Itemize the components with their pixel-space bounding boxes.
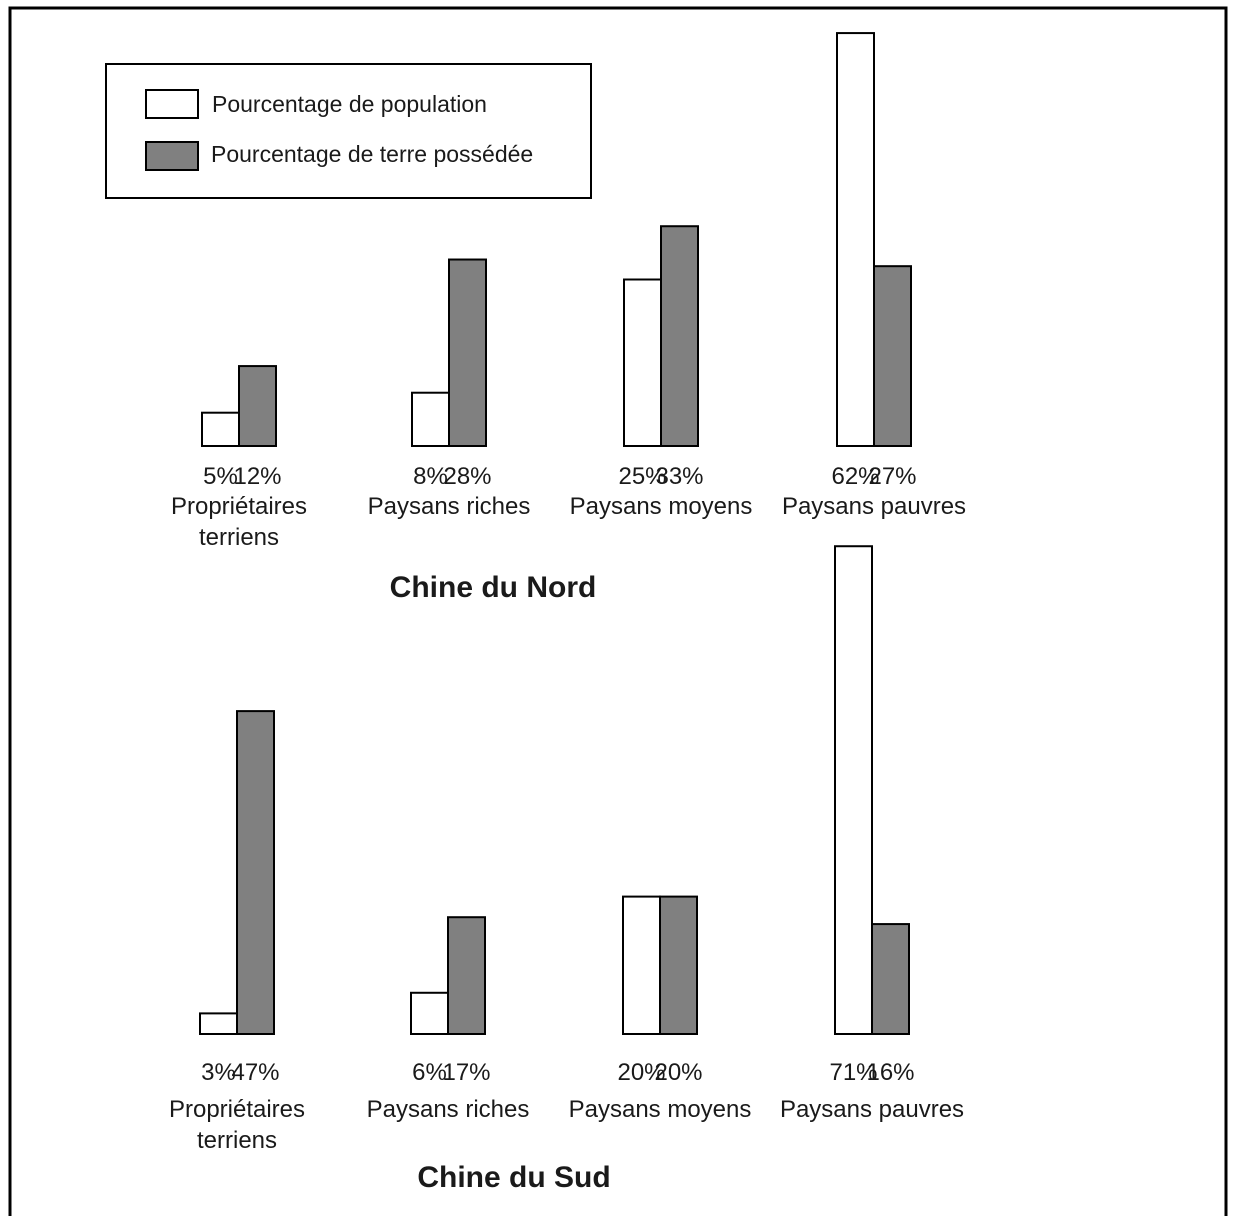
- value-label-population-2: 20%: [617, 1059, 665, 1086]
- category-label-0-line-1: terriens: [199, 524, 279, 551]
- bar-land-2: [660, 225, 699, 447]
- bar-population-1: [411, 391, 450, 447]
- value-label-population-3: 62%: [831, 463, 879, 490]
- legend-box: [105, 63, 592, 199]
- bar-population-3: [836, 32, 875, 448]
- category-label-1: Paysans riches: [368, 493, 531, 520]
- category-label-1: Paysans riches: [367, 1096, 530, 1123]
- legend: Pourcentage de population Pourcentage de…: [105, 63, 592, 199]
- value-label-population-1: 6%: [412, 1059, 447, 1086]
- category-label-0-line-0: Propriétaires: [171, 493, 307, 520]
- chart-title: Chine du Sud: [417, 1161, 610, 1194]
- chart-north: 5%12% Propriétaires terriens 8%28% Paysans r…: [171, 32, 966, 604]
- bar-population-2: [623, 278, 662, 447]
- legend-swatch-land: [145, 141, 199, 171]
- value-label-land-0: 47%: [231, 1059, 279, 1086]
- value-label-population-1: 8%: [413, 463, 448, 490]
- bar-land-3: [871, 923, 910, 1036]
- bar-land-0: [236, 710, 275, 1035]
- bar-population-3: [834, 545, 873, 1035]
- legend-label-land: Pourcentage de terre possédée: [211, 141, 533, 167]
- value-label-land-2: 33%: [655, 463, 703, 490]
- value-label-land-1: 17%: [442, 1059, 490, 1086]
- value-label-land-1: 28%: [443, 463, 491, 490]
- bar-land-1: [447, 916, 486, 1036]
- value-label-land-3: 16%: [866, 1059, 914, 1086]
- bar-population-0: [201, 411, 240, 448]
- value-label-population-0: 3%: [201, 1059, 236, 1086]
- value-label-population-3: 71%: [829, 1059, 877, 1086]
- category-label-0-line-1: terriens: [197, 1127, 277, 1154]
- category-label-2: Paysans moyens: [569, 1096, 752, 1123]
- legend-label-population: Pourcentage de population: [212, 91, 487, 117]
- legend-swatch-population: [145, 89, 199, 119]
- bar-population-0: [199, 1012, 238, 1036]
- value-label-land-3: 27%: [868, 463, 916, 490]
- category-label-3: Paysans pauvres: [780, 1096, 964, 1123]
- category-label-3: Paysans pauvres: [782, 493, 966, 520]
- bar-land-0: [238, 365, 277, 447]
- value-label-land-0: 12%: [233, 463, 281, 490]
- category-label-2: Paysans moyens: [570, 493, 753, 520]
- category-label-0-line-0: Propriétaires: [169, 1096, 305, 1123]
- value-label-population-2: 25%: [618, 463, 666, 490]
- chart-title: Chine du Nord: [390, 571, 597, 604]
- bar-land-1: [448, 258, 487, 447]
- chart-south: 3%47% Propriétaires terriens 6%17% Paysans r…: [169, 545, 964, 1194]
- bar-population-2: [622, 895, 661, 1035]
- value-label-population-0: 5%: [203, 463, 238, 490]
- bar-land-2: [659, 895, 698, 1035]
- bar-population-1: [410, 991, 449, 1036]
- bar-land-3: [873, 265, 912, 447]
- value-label-land-2: 20%: [654, 1059, 702, 1086]
